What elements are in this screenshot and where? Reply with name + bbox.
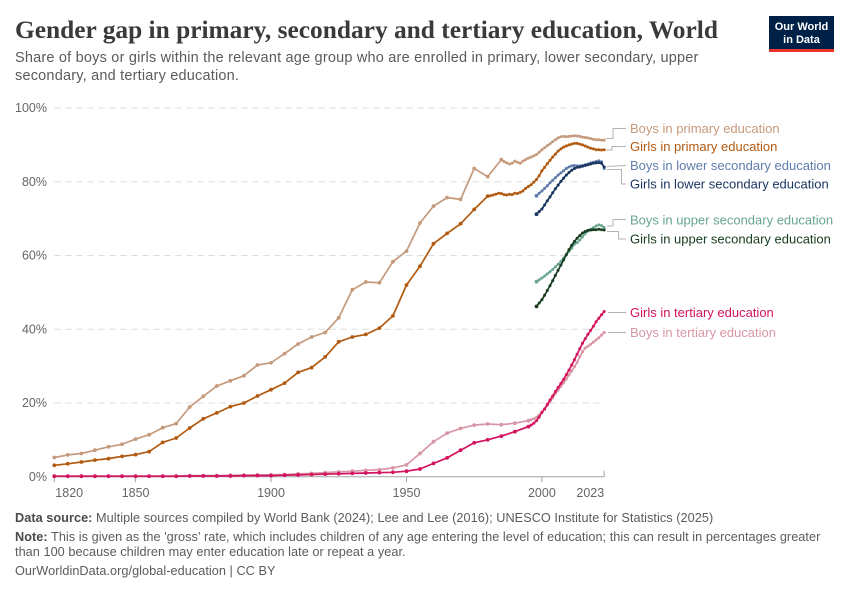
- svg-text:1850: 1850: [122, 486, 150, 500]
- svg-text:Girls in primary education: Girls in primary education: [630, 139, 777, 154]
- svg-text:40%: 40%: [22, 322, 47, 336]
- svg-text:1820: 1820: [55, 486, 83, 500]
- svg-text:Girls in lower secondary educa: Girls in lower secondary education: [630, 177, 829, 192]
- svg-text:Boys in tertiary education: Boys in tertiary education: [630, 325, 776, 340]
- svg-text:20%: 20%: [22, 396, 47, 410]
- svg-text:2000: 2000: [528, 486, 556, 500]
- svg-text:80%: 80%: [22, 175, 47, 189]
- svg-text:Boys in primary education: Boys in primary education: [630, 121, 780, 136]
- svg-text:Boys in lower secondary educat: Boys in lower secondary education: [630, 158, 831, 173]
- svg-text:Girls in upper secondary educa: Girls in upper secondary education: [630, 232, 831, 247]
- svg-text:60%: 60%: [22, 249, 47, 263]
- svg-text:0%: 0%: [29, 470, 47, 484]
- svg-text:1950: 1950: [393, 486, 421, 500]
- svg-text:Boys in upper secondary educat: Boys in upper secondary education: [630, 213, 833, 228]
- svg-text:1900: 1900: [257, 486, 285, 500]
- svg-text:2023: 2023: [576, 486, 604, 500]
- svg-text:100%: 100%: [15, 101, 47, 115]
- svg-text:Girls in tertiary education: Girls in tertiary education: [630, 305, 774, 320]
